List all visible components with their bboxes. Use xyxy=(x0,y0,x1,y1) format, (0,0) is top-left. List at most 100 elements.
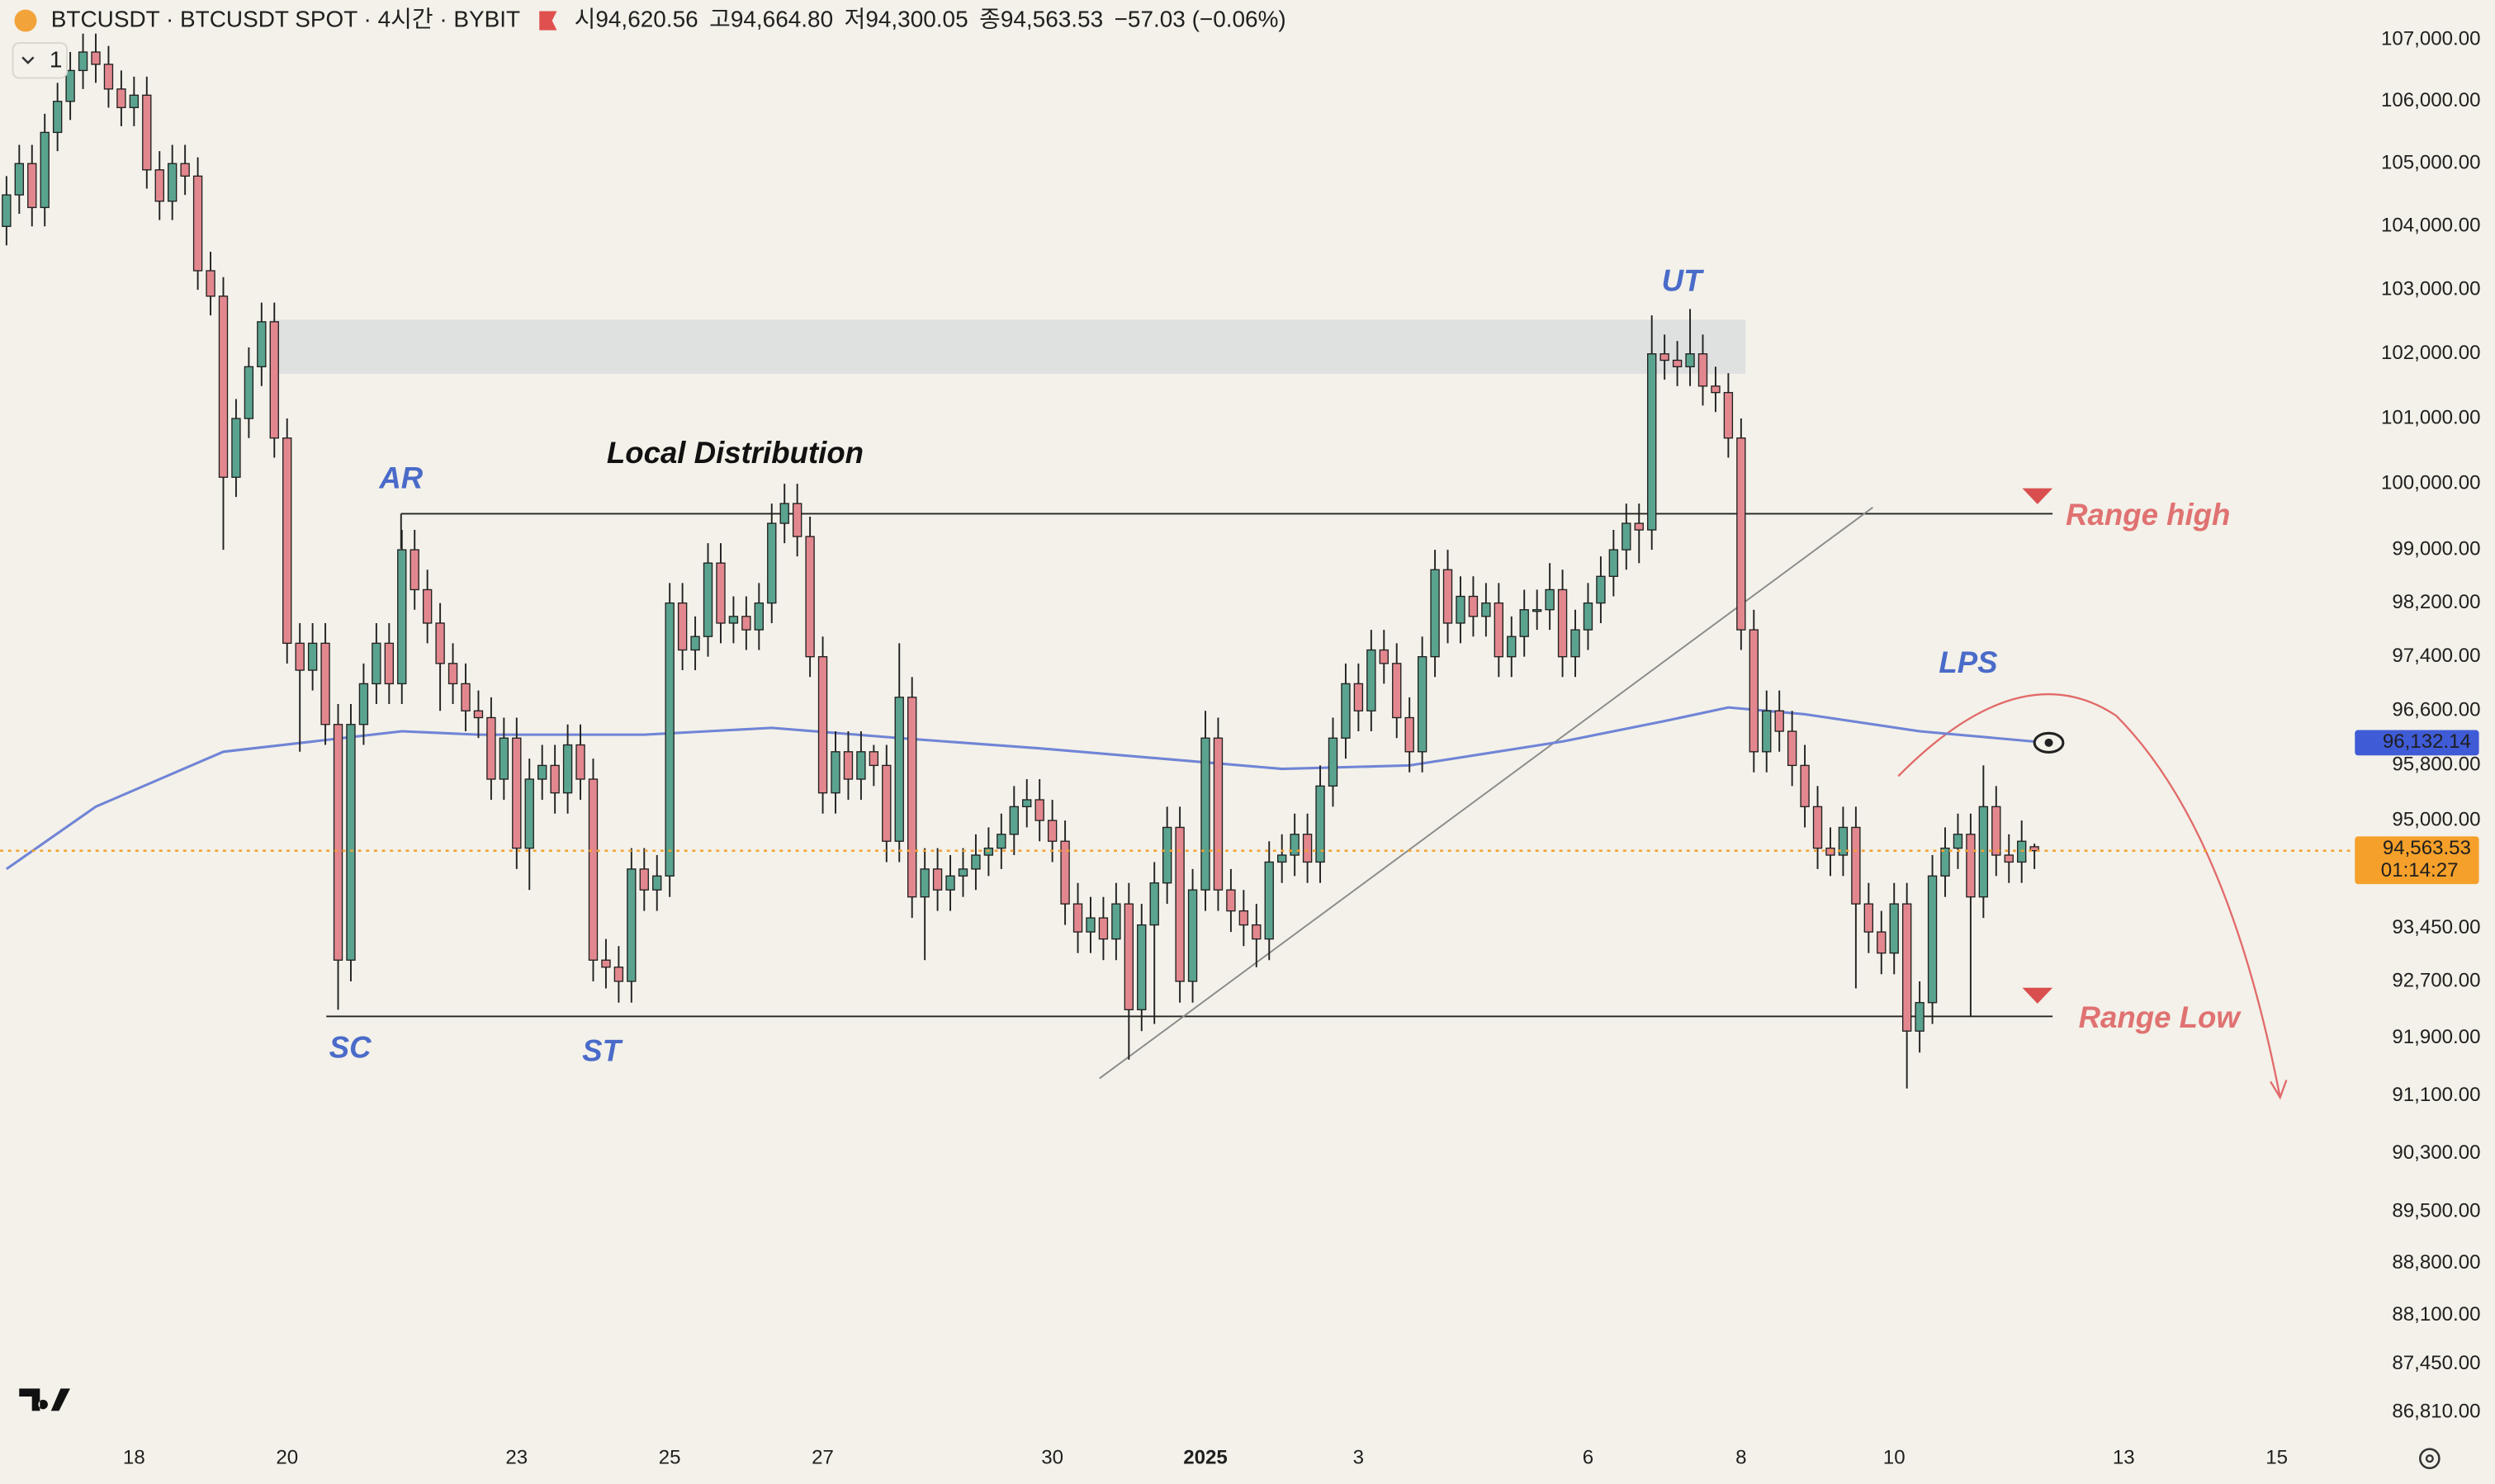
candle-body xyxy=(1187,889,1198,982)
tv-logo xyxy=(19,1388,70,1411)
candle-body xyxy=(346,724,356,961)
y-tick-label: 107,000.00 xyxy=(2381,28,2481,50)
range-high-marker xyxy=(2022,488,2053,504)
annotation-distribution: Local Distribution xyxy=(607,436,864,470)
y-tick-label: 92,700.00 xyxy=(2392,969,2480,991)
candle-body xyxy=(257,321,267,367)
candle-body xyxy=(65,69,75,102)
candle-body xyxy=(754,602,765,631)
y-tick-label: 101,000.00 xyxy=(2381,406,2481,428)
candle-body xyxy=(447,663,458,685)
candle-body xyxy=(1532,609,1542,612)
logo xyxy=(19,1388,70,1411)
candle-body xyxy=(1047,820,1058,842)
candle-body xyxy=(1762,710,1772,753)
x-tick-label: 23 xyxy=(505,1447,528,1469)
candle-body xyxy=(91,51,101,65)
candle-body xyxy=(894,697,904,842)
candle-body xyxy=(435,622,445,664)
candle-body xyxy=(1034,799,1044,821)
candle-body xyxy=(1557,588,1568,658)
candle-body xyxy=(1238,910,1249,926)
candle-body xyxy=(473,710,484,719)
candle-body xyxy=(1264,861,1274,940)
y-tick-label: 102,000.00 xyxy=(2381,342,2481,364)
candle-body xyxy=(1672,359,1683,367)
candle-body xyxy=(2004,854,2014,863)
candle-body xyxy=(792,503,802,537)
candle-body xyxy=(805,536,815,658)
candle-body xyxy=(1290,834,1300,856)
candle-body xyxy=(1111,903,1121,940)
candle-body xyxy=(129,94,140,109)
ohlc-value: 고94,664.80 xyxy=(709,6,833,31)
candle-body xyxy=(627,868,637,982)
settings[interactable] xyxy=(2419,1448,2441,1469)
annotation-sc: SC xyxy=(329,1031,372,1065)
x-tick-label: 25 xyxy=(659,1447,681,1469)
candle-body xyxy=(1685,353,1695,367)
candle-body xyxy=(1226,889,1236,912)
candle-body xyxy=(1341,683,1351,739)
candle-body xyxy=(575,744,585,780)
candle-body xyxy=(192,175,203,272)
candle-body xyxy=(997,834,1006,849)
x-tick-label: 8 xyxy=(1735,1447,1746,1469)
candle-body xyxy=(307,642,318,671)
candle-body xyxy=(1252,924,1262,940)
candle-body xyxy=(1787,730,1797,767)
candle-body xyxy=(14,163,24,196)
candle-body xyxy=(1392,663,1402,719)
candle-body xyxy=(1583,602,1593,631)
settings-icon[interactable] xyxy=(2419,1448,2441,1469)
candle-body xyxy=(486,716,496,780)
candle-body xyxy=(550,764,560,794)
candle-body xyxy=(1124,903,1134,1011)
candle-body xyxy=(665,602,675,877)
candle-body xyxy=(1545,588,1555,611)
interval-badge: 1 xyxy=(50,47,63,73)
candle-body xyxy=(1366,649,1376,711)
drawings xyxy=(270,319,2288,1100)
y-tick-label: 95,800.00 xyxy=(2392,754,2480,776)
candle-body xyxy=(677,602,688,651)
candle-body xyxy=(639,868,649,891)
candle-body xyxy=(1009,806,1019,835)
visibility-icon-pupil xyxy=(2044,738,2053,747)
x-tick-label: 6 xyxy=(1583,1447,1593,1469)
candle-body xyxy=(295,642,305,671)
candle-body xyxy=(1953,834,1963,849)
candle-body xyxy=(1086,917,1096,933)
y-tick-label: 98,200.00 xyxy=(2392,591,2480,613)
candle-body xyxy=(1468,595,1479,617)
candle-body xyxy=(384,642,395,685)
y-tick-label: 97,400.00 xyxy=(2392,645,2480,667)
y-tick-label: 95,000.00 xyxy=(2392,808,2480,830)
chevron xyxy=(21,56,35,64)
annotation-range-low: Range Low xyxy=(2079,1000,2242,1034)
candle-body xyxy=(779,503,789,524)
annotation-lps: LPS xyxy=(1939,645,1998,679)
candle-body xyxy=(1430,569,1440,658)
candle-body xyxy=(562,744,573,794)
candle-body xyxy=(1213,737,1224,891)
annotation-ar: AR xyxy=(378,461,423,495)
candle-body xyxy=(1697,353,1708,387)
interval-box[interactable] xyxy=(12,42,69,79)
candle-body xyxy=(282,437,292,645)
candle-body xyxy=(206,270,215,297)
candle-body xyxy=(1723,391,1734,439)
y-tick-label: 93,450.00 xyxy=(2392,916,2480,938)
candle-body xyxy=(1915,1002,1925,1032)
candle-body xyxy=(1838,826,1849,856)
candle-body xyxy=(499,737,509,780)
x-tick-label: 13 xyxy=(2113,1447,2135,1469)
candle-body xyxy=(1877,931,1887,954)
candle-body xyxy=(690,636,700,651)
candle-body xyxy=(1966,834,1976,898)
candle-body xyxy=(767,522,777,604)
candle-body xyxy=(1940,847,1950,877)
candle-body xyxy=(1749,629,1759,753)
x-tick-label: 15 xyxy=(2265,1447,2288,1469)
candle-body xyxy=(1519,609,1529,637)
